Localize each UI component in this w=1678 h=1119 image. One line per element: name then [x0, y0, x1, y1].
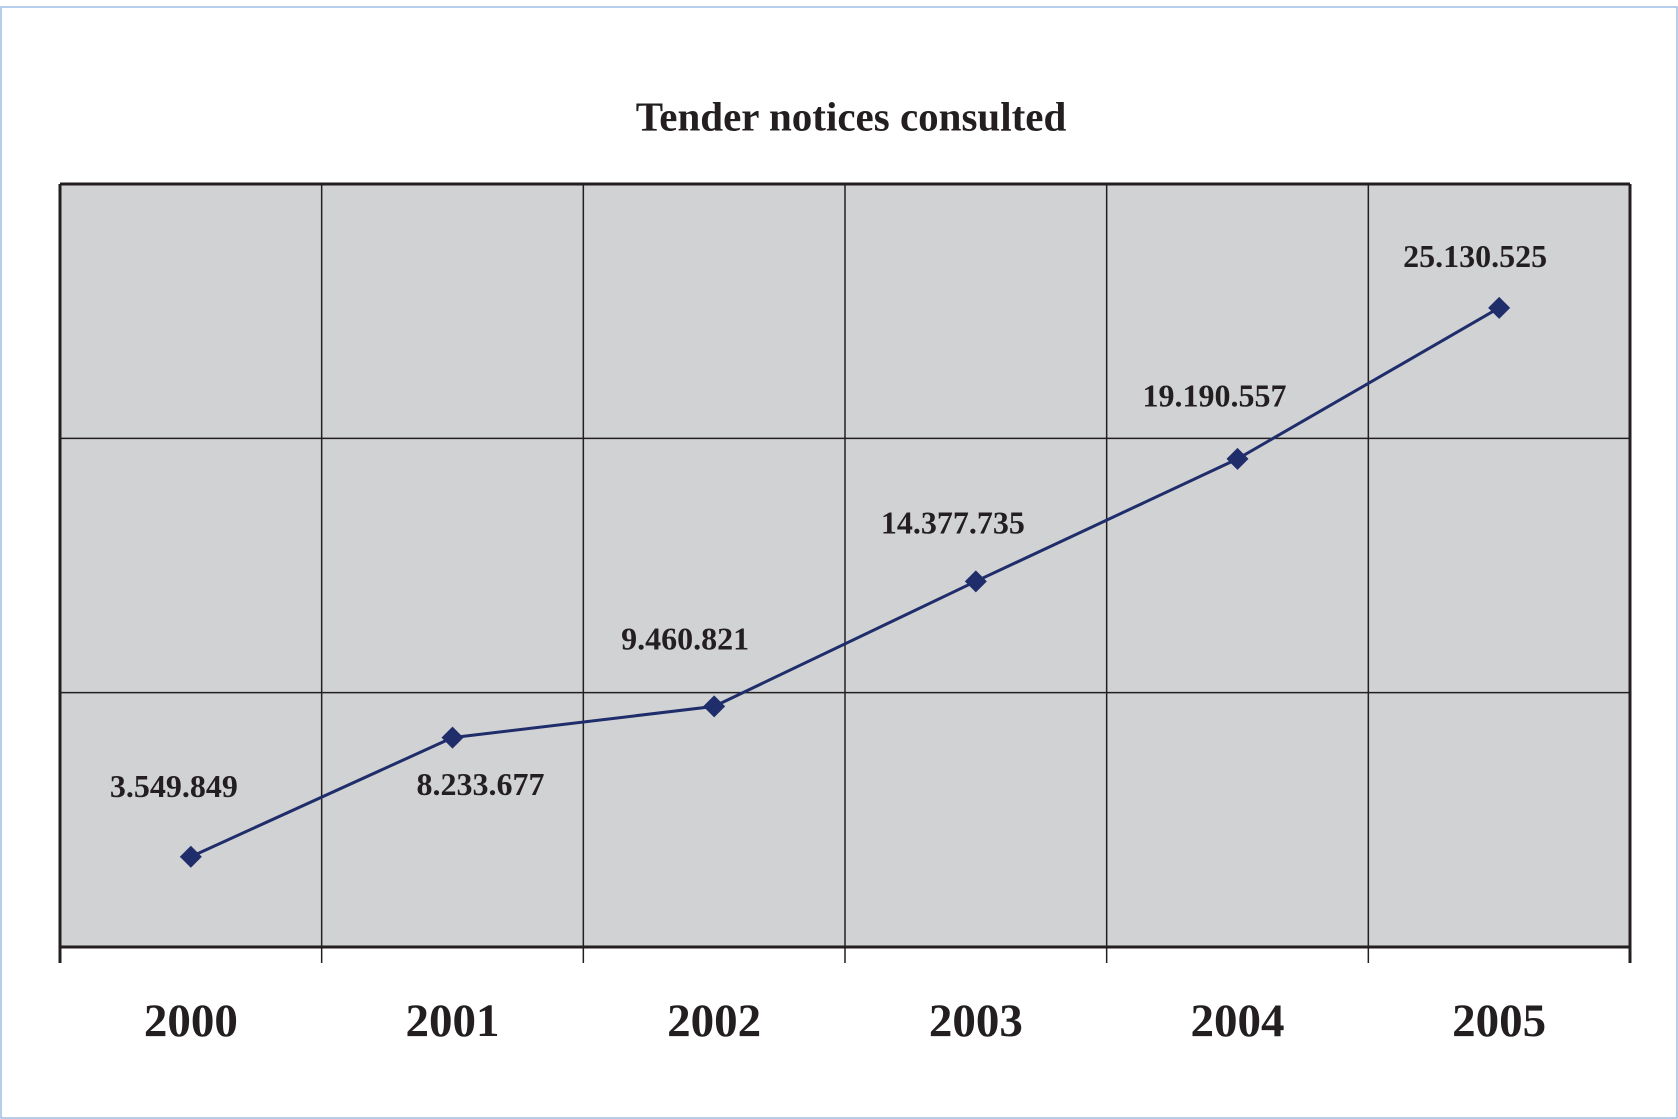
chart-title: Tender notices consulted — [636, 93, 1067, 139]
marker — [703, 695, 726, 718]
marker — [1226, 447, 1249, 470]
value-label: 3.549.849 — [110, 768, 238, 804]
value-label: 9.460.821 — [621, 621, 749, 657]
value-label: 14.377.735 — [881, 505, 1025, 541]
value-label: 19.190.557 — [1143, 377, 1287, 413]
marker — [441, 726, 464, 749]
line — [190, 306, 1500, 859]
x-tick-label: 2000 — [144, 995, 238, 1047]
value-label: 8.233.677 — [417, 766, 545, 802]
value-label: 25.130.525 — [1403, 238, 1547, 274]
marker — [964, 570, 987, 593]
marker — [179, 845, 202, 868]
x-tick-label: 2001 — [406, 995, 500, 1047]
x-tick-label: 2004 — [1191, 995, 1285, 1047]
marker — [1488, 296, 1511, 319]
x-tick-label: 2002 — [667, 995, 761, 1047]
x-tick-label: 2003 — [929, 995, 1023, 1047]
x-tick-label: 2005 — [1452, 995, 1546, 1047]
